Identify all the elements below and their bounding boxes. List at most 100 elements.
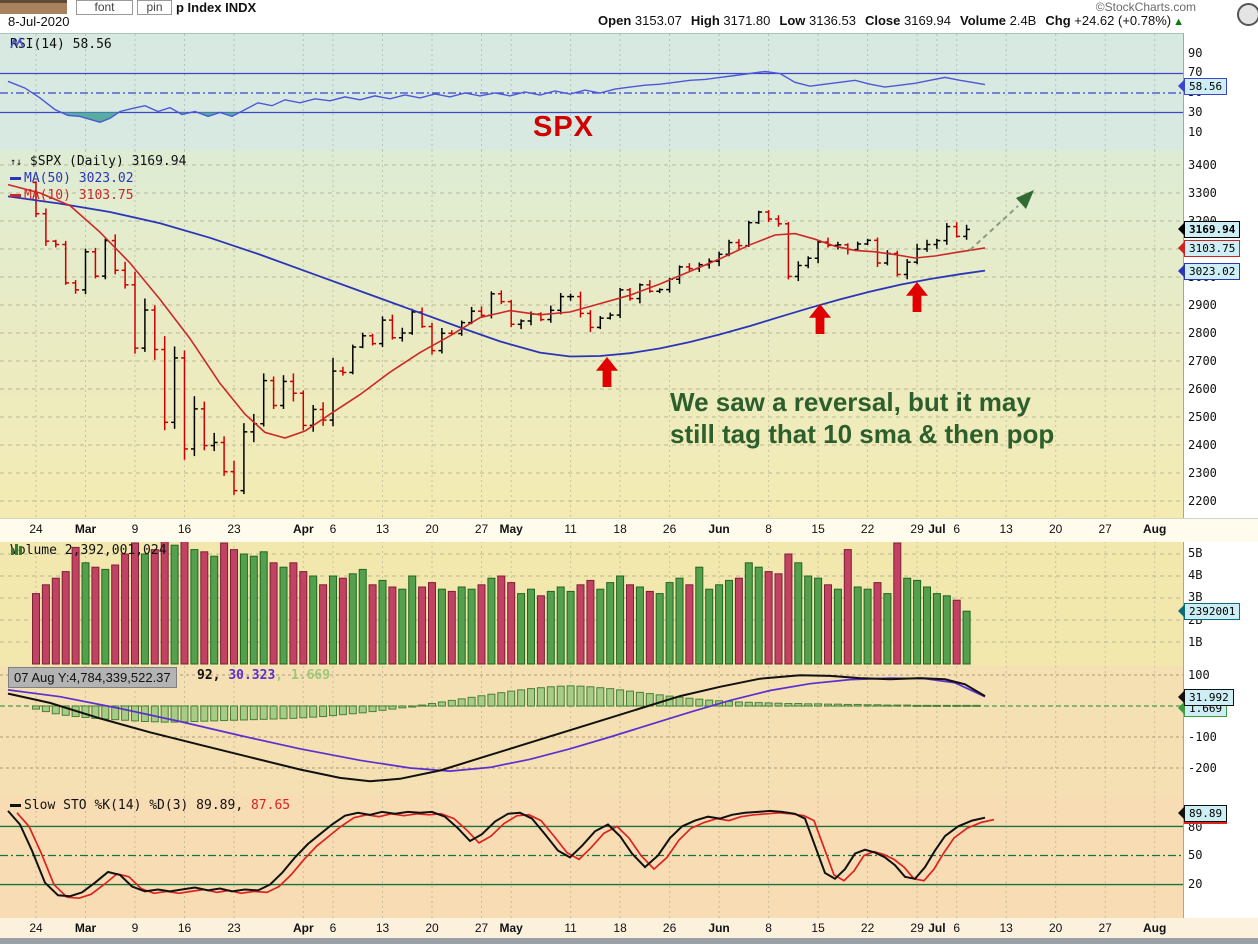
price-chart xyxy=(0,150,1183,518)
sto-legend: Slow STO %K(14) %D(3) 89.89, 87.65 xyxy=(10,798,290,813)
x-tick-label: Jun xyxy=(708,921,730,935)
rsi-legend: RSI(14) 58.56 xyxy=(10,37,112,52)
rsi-chart xyxy=(0,34,1183,151)
stochastic-panel: Slow STO %K(14) %D(3) 89.89, 87.65 xyxy=(0,796,1184,918)
indicator-chart xyxy=(0,666,1183,796)
x-tick-label: 18 xyxy=(613,522,627,536)
x-tick-label: 11 xyxy=(564,522,577,536)
x-tick-label: 29 xyxy=(910,522,924,536)
price-legend-text: $SPX (Daily) 3169.94 xyxy=(29,154,187,169)
annotation-line-2: still tag that 10 sma & then pop xyxy=(670,419,1055,449)
x-tick-label: 20 xyxy=(425,921,439,935)
indicator-legend: 92, 30.323, 1.669 xyxy=(197,668,330,683)
x-tick-label: 6 xyxy=(329,522,337,536)
ohlc-label: Close xyxy=(864,13,901,28)
ohlc-value: 3171.80 xyxy=(719,13,771,28)
axis-label: -100 xyxy=(1188,730,1217,744)
x-tick-label: Aug xyxy=(1143,522,1167,536)
price-legend: ↑↓ $SPX (Daily) 3169.94 xyxy=(10,154,186,169)
axis-label: 70 xyxy=(1188,65,1203,79)
indicator-legend-part: 30.323 xyxy=(228,668,276,683)
axis-label: 2800 xyxy=(1188,326,1217,340)
volume-chart xyxy=(0,541,1183,666)
axis-label: 30 xyxy=(1188,105,1203,119)
ohlc-value: 3136.53 xyxy=(805,13,856,28)
axis-label: 2700 xyxy=(1188,354,1217,368)
indicator-legend-part: 92, xyxy=(197,668,229,683)
x-tick-label: 27 xyxy=(1098,522,1112,536)
x-tick-label: 15 xyxy=(811,522,825,536)
x-tick-label: May xyxy=(499,921,523,935)
axis-label: 90 xyxy=(1188,46,1203,60)
price-panel: ↑↓ $SPX (Daily) 3169.94 MA(50) 3023.02 M… xyxy=(0,150,1184,518)
bottom-scrollbar[interactable] xyxy=(0,938,1258,944)
x-tick-label: 15 xyxy=(811,921,825,935)
axis-label: 3400 xyxy=(1188,158,1217,172)
x-tick-label: 26 xyxy=(662,921,677,935)
x-tick-label: 9 xyxy=(131,921,139,935)
x-tick-label: Mar xyxy=(74,921,97,935)
axis-label: 4B xyxy=(1188,568,1203,582)
volume-icon xyxy=(11,544,22,555)
ma50-legend: MA(50) 3023.02 xyxy=(10,171,134,186)
x-tick-label: 13 xyxy=(375,522,390,536)
spx-annotation-label: SPX xyxy=(533,111,595,143)
value-box: 31.992 xyxy=(1178,689,1234,706)
axis-label: 2500 xyxy=(1188,410,1217,424)
value-box-pointer-icon xyxy=(1178,604,1185,618)
x-tick-label: 11 xyxy=(564,921,577,935)
reversal-annotation: We saw a reversal, but it may still tag … xyxy=(670,386,1054,450)
x-tick-label: 8 xyxy=(765,921,772,935)
stochastic-chart xyxy=(0,796,1183,918)
value-box-pointer-icon xyxy=(1178,806,1185,820)
x-tick-label: 22 xyxy=(860,522,875,536)
value-box: 58.56 xyxy=(1178,78,1228,95)
ohlc-label: Volume xyxy=(960,13,1006,28)
x-tick-label: Apr xyxy=(292,921,314,935)
value-box-pointer-icon xyxy=(1178,79,1185,93)
chg-up-triangle-icon: ▲ xyxy=(1173,16,1184,28)
indicator-legend-part: , xyxy=(275,668,291,683)
axis-label: 10 xyxy=(1188,125,1203,139)
font-button[interactable]: font xyxy=(76,0,133,15)
x-tick-label: 13 xyxy=(999,522,1013,536)
value-box-pointer-icon xyxy=(1178,241,1185,255)
x-tick-label: Jul xyxy=(928,522,946,536)
value-box: 3103.75 xyxy=(1178,240,1241,257)
x-axis-top: 24 Mar 9 16 23 Apr 6 13 20 27 May 11 18 26 Jun 8 15 22 29 J… xyxy=(0,518,1258,542)
value-box-pointer-icon xyxy=(1178,264,1185,278)
x-tick-label: 27 xyxy=(474,921,489,935)
x-tick-label: 29 xyxy=(910,921,924,935)
x-tick-label: Jun xyxy=(708,522,730,536)
toolbar-remnant: font pin p Index INDX xyxy=(0,0,1258,15)
ma50-swatch-icon xyxy=(10,177,21,180)
pin-button[interactable]: pin xyxy=(137,0,172,15)
stockcharts-credit: ©StockCharts.com xyxy=(1095,0,1196,14)
x-tick-label: 24 xyxy=(29,921,43,935)
updown-icon: ↑↓ xyxy=(10,157,23,168)
ohlc-summary: Open 3153.07 High 3171.80 Low 3136.53 Close… xyxy=(589,13,1184,28)
axis-label: 3300 xyxy=(1188,186,1217,200)
axis-label: 2400 xyxy=(1188,438,1217,452)
x-tick-label: 6 xyxy=(953,522,961,536)
x-tick-label: 8 xyxy=(765,522,772,536)
axis-label: 20 xyxy=(1188,877,1203,891)
x-tick-label: Mar xyxy=(74,522,97,536)
color-swatch[interactable] xyxy=(0,0,67,14)
x-tick-label: 20 xyxy=(1049,522,1063,536)
chart-date: 8-Jul-2020 xyxy=(8,14,70,29)
rsi-panel: RSI(14) 58.56 xyxy=(0,33,1184,151)
x-tick-label: 27 xyxy=(474,522,489,536)
help-circle-icon[interactable] xyxy=(1237,3,1258,26)
value-box-pointer-icon xyxy=(1178,690,1185,704)
axis-label: 2300 xyxy=(1188,466,1217,480)
ohlc-value: 2.4B xyxy=(1006,13,1037,28)
ohlc-label: High xyxy=(690,13,720,28)
x-tick-label: May xyxy=(499,522,523,536)
x-tick-label: 20 xyxy=(1049,921,1063,935)
x-tick-label: 13 xyxy=(375,921,390,935)
axis-label: 3B xyxy=(1188,590,1203,604)
axis-label: -200 xyxy=(1188,761,1217,775)
axis-label: 50 xyxy=(1188,848,1203,862)
volume-panel: Volume 2,392,001,024 xyxy=(0,541,1184,666)
